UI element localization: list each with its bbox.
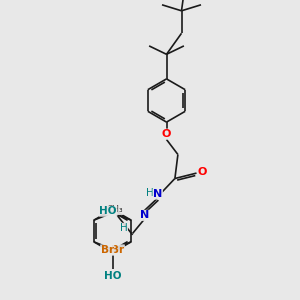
Text: HO: HO: [104, 271, 121, 281]
Text: O: O: [162, 129, 171, 139]
Text: Br: Br: [100, 245, 114, 255]
Text: N: N: [140, 210, 149, 220]
Text: H: H: [120, 223, 128, 233]
Text: Br: Br: [111, 245, 124, 255]
Text: O: O: [198, 167, 207, 177]
Text: N: N: [153, 189, 162, 199]
Text: H: H: [146, 188, 153, 199]
Text: CH₃: CH₃: [106, 206, 123, 214]
Text: HO: HO: [99, 206, 117, 216]
